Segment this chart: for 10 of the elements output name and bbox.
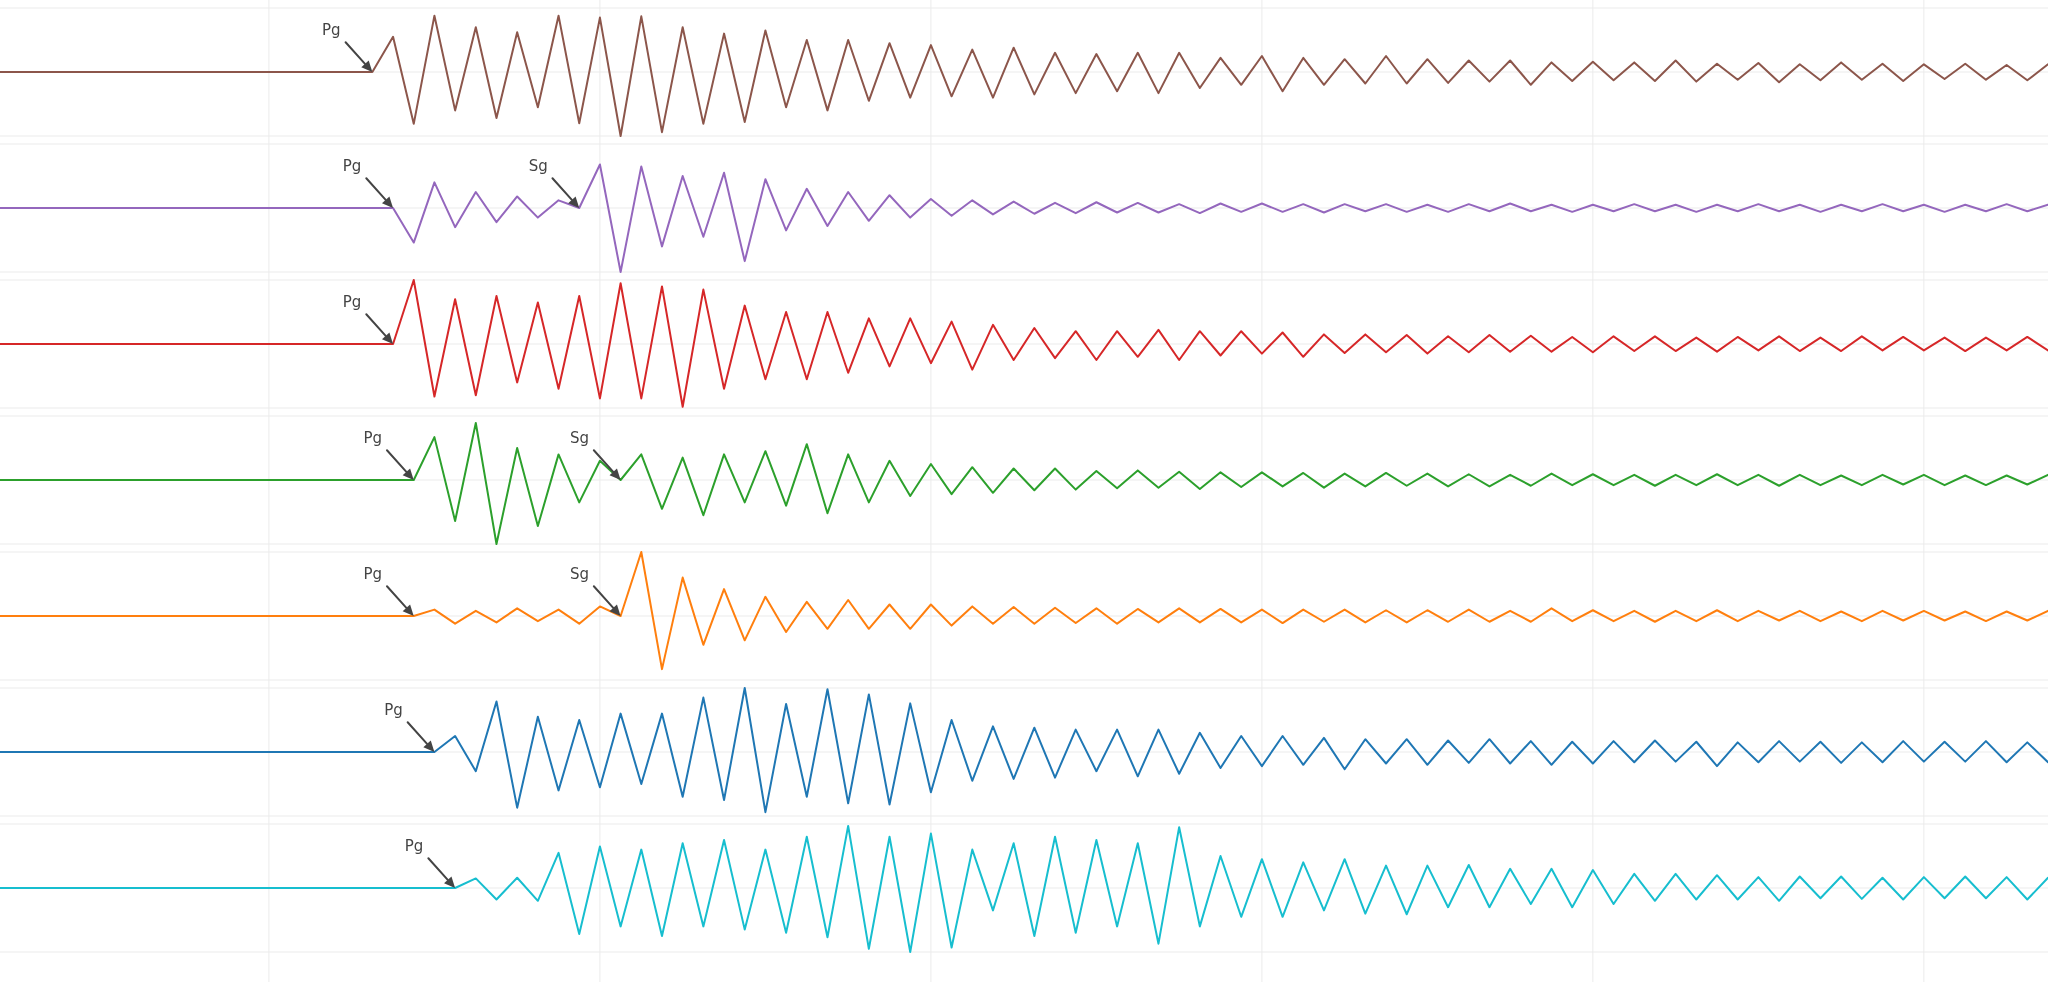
annotation: Pg [342, 293, 362, 312]
annotation: Sg [570, 429, 590, 448]
annotation: Pg [384, 701, 403, 720]
annotation: Pg [404, 837, 424, 856]
annotation: Pg [342, 157, 362, 176]
annotation: Pg [322, 21, 341, 40]
annotation: Sg [570, 565, 590, 584]
annotation: Pg [363, 565, 383, 584]
annotation: Pg [363, 429, 383, 448]
annotation: Sg [528, 157, 548, 176]
